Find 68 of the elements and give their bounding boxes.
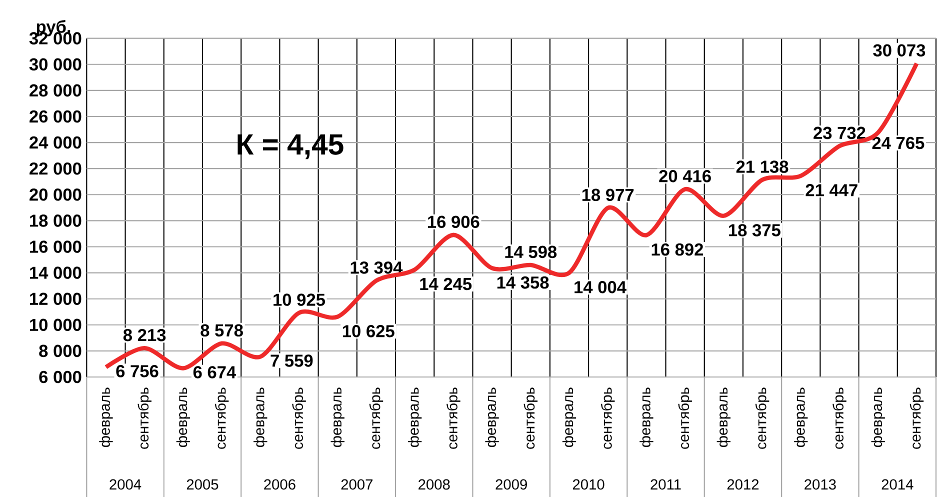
y-tick-label: 16 000	[30, 240, 82, 253]
data-label: 18 375	[729, 224, 780, 236]
x-tick-label: сентябрь	[138, 388, 152, 449]
x-tick-label: сентябрь	[292, 388, 306, 449]
data-label: 21 447	[806, 184, 858, 196]
text: 2014	[882, 479, 914, 490]
data-label: 8 578	[200, 324, 243, 336]
x-tick-label: сентябрь	[678, 388, 692, 449]
y-tick-label: 30 000	[29, 58, 82, 71]
y-tick-label: 24 000	[30, 136, 82, 149]
y-tick-label: 28 000	[30, 84, 82, 97]
data-label: 21 138	[736, 160, 788, 173]
y-tick-label: 10 000	[30, 318, 82, 332]
x-tick-label: сентябрь	[832, 388, 846, 449]
data-label: 30 073	[873, 44, 926, 56]
text: 2009	[496, 479, 527, 490]
text: 2006	[264, 479, 296, 490]
y-tick-label: 6 000	[39, 370, 82, 384]
data-label: 14 358	[497, 276, 549, 289]
x-tick-label: февраль	[99, 388, 113, 447]
data-label: 16 906	[428, 216, 480, 228]
y-tick-label: 12 000	[30, 292, 82, 305]
y-tick-label: 18 000	[30, 214, 82, 227]
x-tick-label: февраль	[871, 388, 885, 447]
text: 2013	[804, 479, 836, 490]
x-tick-label: февраль	[408, 388, 422, 447]
data-label: 16 892	[652, 243, 704, 256]
data-label: 14 598	[505, 246, 557, 258]
x-tick-label: сентябрь	[369, 388, 384, 449]
x-tick-label: февраль	[330, 388, 344, 447]
text: 2007	[341, 479, 372, 490]
x-tick-label: сентябрь	[755, 388, 770, 449]
y-tick-label: 20 000	[30, 188, 82, 201]
text: 2004	[110, 479, 142, 490]
x-tick-label: февраль	[794, 388, 808, 447]
text: 2011	[650, 479, 681, 490]
y-tick-label: 14 000	[30, 266, 82, 279]
data-label: 14 004	[574, 281, 626, 294]
data-label: 10 625	[342, 325, 394, 338]
x-tick-label: февраль	[640, 388, 654, 447]
y-tick-label: 8 000	[39, 344, 82, 358]
data-label: 6 674	[193, 366, 236, 378]
text: 2010	[572, 479, 604, 490]
text: 2008	[418, 479, 450, 490]
x-tick-label: февраль	[254, 388, 268, 447]
y-tick-label: 26 000	[30, 110, 82, 123]
x-tick-label: сентябрь	[214, 388, 229, 449]
data-label: 14 245	[420, 278, 472, 290]
text: 2012	[727, 479, 759, 490]
x-tick-label: сентябрь	[910, 388, 924, 449]
data-label: 13 394	[350, 261, 403, 274]
x-tick-label: сентябрь	[446, 388, 460, 449]
x-tick-label: февраль	[485, 388, 499, 447]
data-label: 7 559	[270, 354, 313, 367]
data-label: 6 756	[116, 365, 158, 378]
data-label: 8 213	[123, 328, 166, 342]
data-label: 20 416	[659, 170, 711, 182]
x-tick-label: февраль	[176, 388, 190, 447]
data-label: 23 732	[814, 126, 866, 140]
x-tick-label: сентябрь	[600, 388, 615, 449]
x-tick-label: сентябрь	[524, 388, 538, 449]
x-tick-label: февраль	[562, 388, 576, 447]
text: 2005	[186, 479, 218, 490]
data-label: 10 925	[274, 294, 325, 306]
x-tick-label: февраль	[716, 388, 730, 447]
data-label: 18 977	[582, 188, 634, 202]
data-label: 24 765	[872, 136, 924, 150]
y-tick-label: 22 000	[30, 162, 82, 175]
